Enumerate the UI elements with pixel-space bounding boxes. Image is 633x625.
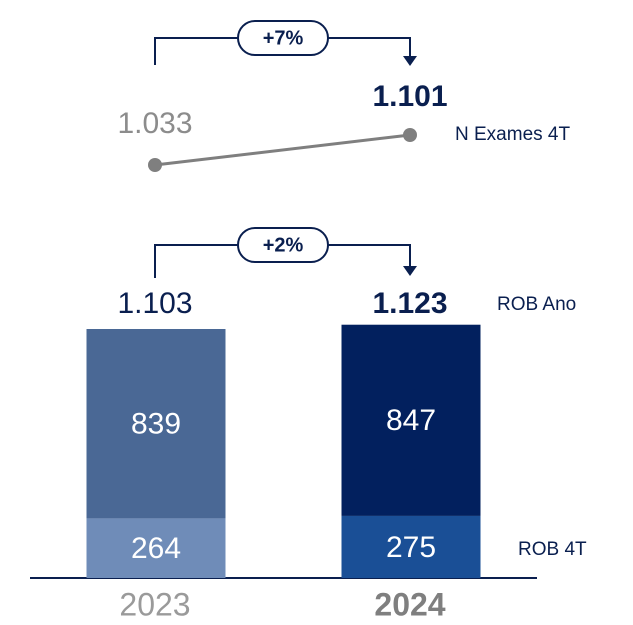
value-label: 1.101	[372, 80, 447, 113]
segment-label: 275	[386, 531, 436, 564]
total-label: 1.103	[117, 287, 192, 320]
series-label: ROB 4T	[518, 539, 587, 560]
line	[154, 133, 411, 167]
arrow-head	[403, 56, 417, 66]
pill	[237, 227, 329, 263]
annotation: +7%	[263, 27, 304, 49]
bar-segment	[86, 518, 226, 578]
segment-label: 264	[131, 532, 181, 565]
annotation: +2%	[263, 234, 304, 256]
arrow-head	[403, 266, 417, 276]
value-label: 1.033	[117, 107, 192, 140]
point	[403, 128, 417, 142]
segment-label: 847	[386, 404, 436, 437]
series-label: N Exames 4T	[455, 124, 570, 145]
bar-segment	[86, 329, 226, 519]
pill	[237, 20, 329, 56]
segment-label: 839	[131, 408, 181, 441]
bar-segment	[341, 515, 481, 578]
x-tick-label: 2023	[119, 586, 190, 622]
bar-segment	[341, 324, 481, 516]
x-tick-label: 2024	[374, 586, 445, 622]
series-label: ROB Ano	[497, 294, 576, 315]
total-label: 1.123	[372, 287, 447, 320]
point	[148, 158, 162, 172]
